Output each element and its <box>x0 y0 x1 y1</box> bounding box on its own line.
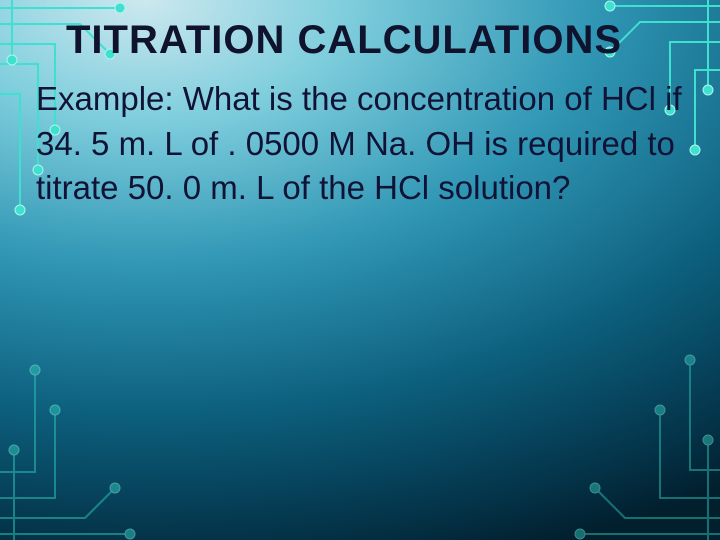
slide: TITRATION CALCULATIONS Example: What is … <box>0 0 720 540</box>
slide-content: TITRATION CALCULATIONS Example: What is … <box>0 0 720 211</box>
slide-title: TITRATION CALCULATIONS <box>66 18 690 63</box>
slide-body-text: Example: What is the concentration of HC… <box>36 77 690 211</box>
circuit-bottom-right <box>530 340 720 540</box>
circuit-bottom-left <box>0 360 170 540</box>
